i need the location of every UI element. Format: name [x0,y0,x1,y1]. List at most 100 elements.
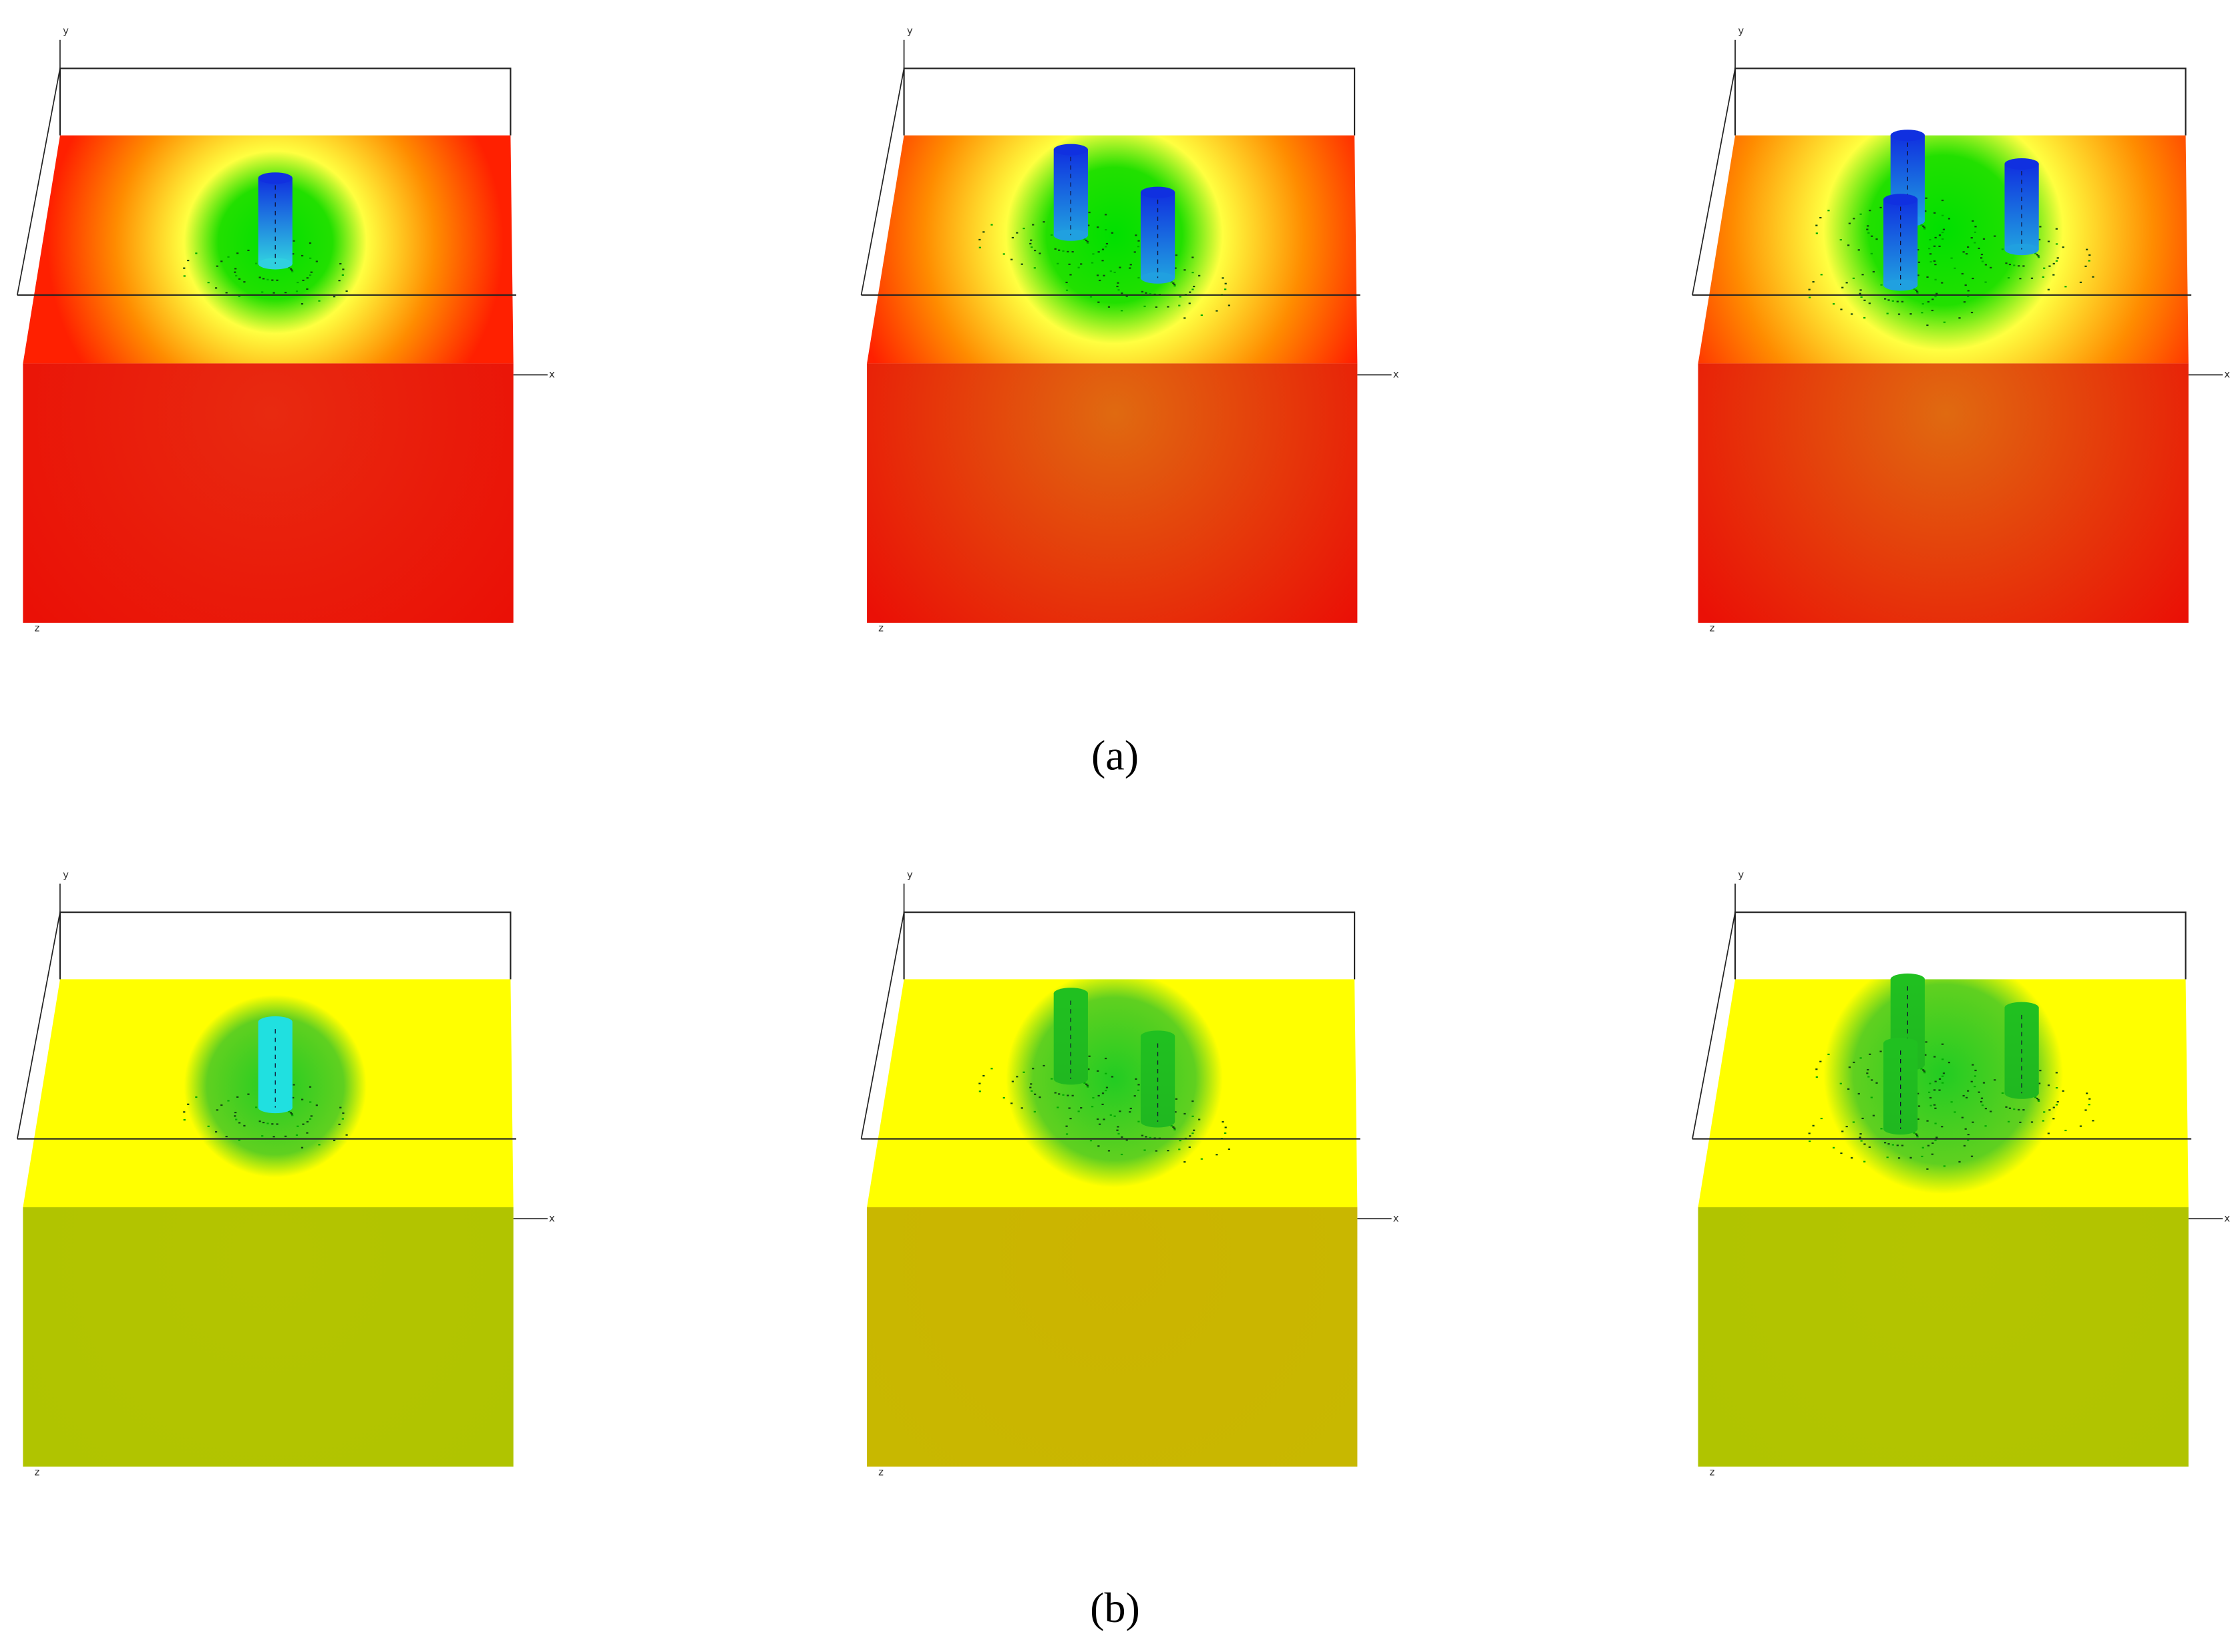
speckle [1886,1157,1889,1159]
speckle [1032,1068,1035,1070]
speckle [183,267,186,269]
speckle [309,274,312,276]
speckle [272,1136,275,1138]
speckle [1200,1158,1203,1160]
speckle [207,282,210,284]
speckle [1947,1062,1951,1064]
speckle [2048,1109,2051,1111]
speckle [2047,240,2050,242]
speckle [1857,1092,1860,1095]
speckle [1220,294,1224,296]
speckle [1827,1053,1830,1056]
speckle [1863,1161,1866,1163]
speckle [1934,1080,1937,1082]
speckle [2048,265,2051,267]
axis-label: y [907,25,913,37]
speckle [1984,264,1988,266]
speckle [1929,253,1932,255]
speckle [1101,1103,1104,1105]
speckle [338,1123,341,1125]
speckle [2062,246,2064,248]
speckle [301,254,304,257]
speckle [1175,1098,1177,1100]
speckle [1833,1147,1835,1149]
speckle [2008,277,2010,279]
speckle [1917,1092,1919,1094]
speckle [1051,234,1053,236]
front-face [1698,1207,2189,1467]
speckle [1847,244,1850,246]
speckle [238,1122,241,1124]
speckle [1916,1136,1919,1138]
speckle [1970,1080,1973,1082]
speckle [1847,1088,1850,1090]
cylinder-top [1883,194,1918,206]
speckle [2092,276,2094,278]
speckle [1011,236,1014,239]
speckle [1929,260,1932,263]
speckle [2037,255,2040,257]
speckle [1198,274,1201,276]
speckle [220,1104,223,1106]
speckle [1129,1107,1132,1110]
speckle [2052,1106,2055,1108]
front-face [1698,363,2189,623]
speckle [1879,1050,1882,1052]
speckle [1030,1083,1033,1085]
speckle [1921,1147,1924,1149]
speckle [2019,278,2022,280]
speckle [339,1106,342,1108]
speckle [2052,274,2055,276]
speckle [291,1114,294,1116]
speckle [982,231,985,233]
speckle [1086,240,1089,242]
speckle [1913,288,1915,290]
speckle [2062,1090,2064,1092]
speckle [293,1084,295,1086]
speckle [1104,214,1107,216]
speckle [291,270,294,272]
speckle [187,1103,190,1105]
speckle [1033,267,1036,269]
speckle [1924,210,1927,212]
speckle [1155,1150,1157,1152]
speckle [1887,299,1890,301]
speckle [1119,1110,1121,1112]
speckle [2086,248,2088,250]
speckle [1167,1150,1169,1152]
speckle [1980,1097,1984,1099]
cylinder-top [1890,130,1925,142]
speckle [1098,279,1101,282]
speckle [195,1096,198,1098]
speckle [262,278,265,280]
speckle [1105,229,1107,231]
speckle [1938,1078,1941,1080]
speckle [258,1120,261,1122]
speckle [1967,1139,1970,1141]
speckle [236,252,239,254]
axis-label: x [1393,1212,1399,1224]
speckle [333,1139,336,1141]
speckle [2001,248,2004,250]
speckle [1080,1107,1083,1109]
speckle [183,275,186,277]
speckle [1103,1118,1105,1120]
cylinder-bottom [1053,1073,1088,1085]
speckle [1982,260,1984,262]
speckle [1057,262,1059,264]
speckle [1107,306,1111,308]
speckle [227,1100,230,1102]
speckle [1137,240,1140,242]
speckle [1224,1126,1227,1128]
speckle [1853,1061,1855,1064]
speckle [1913,1132,1915,1134]
speckle [1934,236,1937,238]
speckle [2037,1098,2040,1101]
speckle [1116,1129,1119,1131]
speckle [1222,1120,1224,1123]
speckle [1010,258,1013,260]
speckle [1145,1136,1147,1138]
speckle [1853,218,1855,220]
speckle [2088,1104,2090,1106]
